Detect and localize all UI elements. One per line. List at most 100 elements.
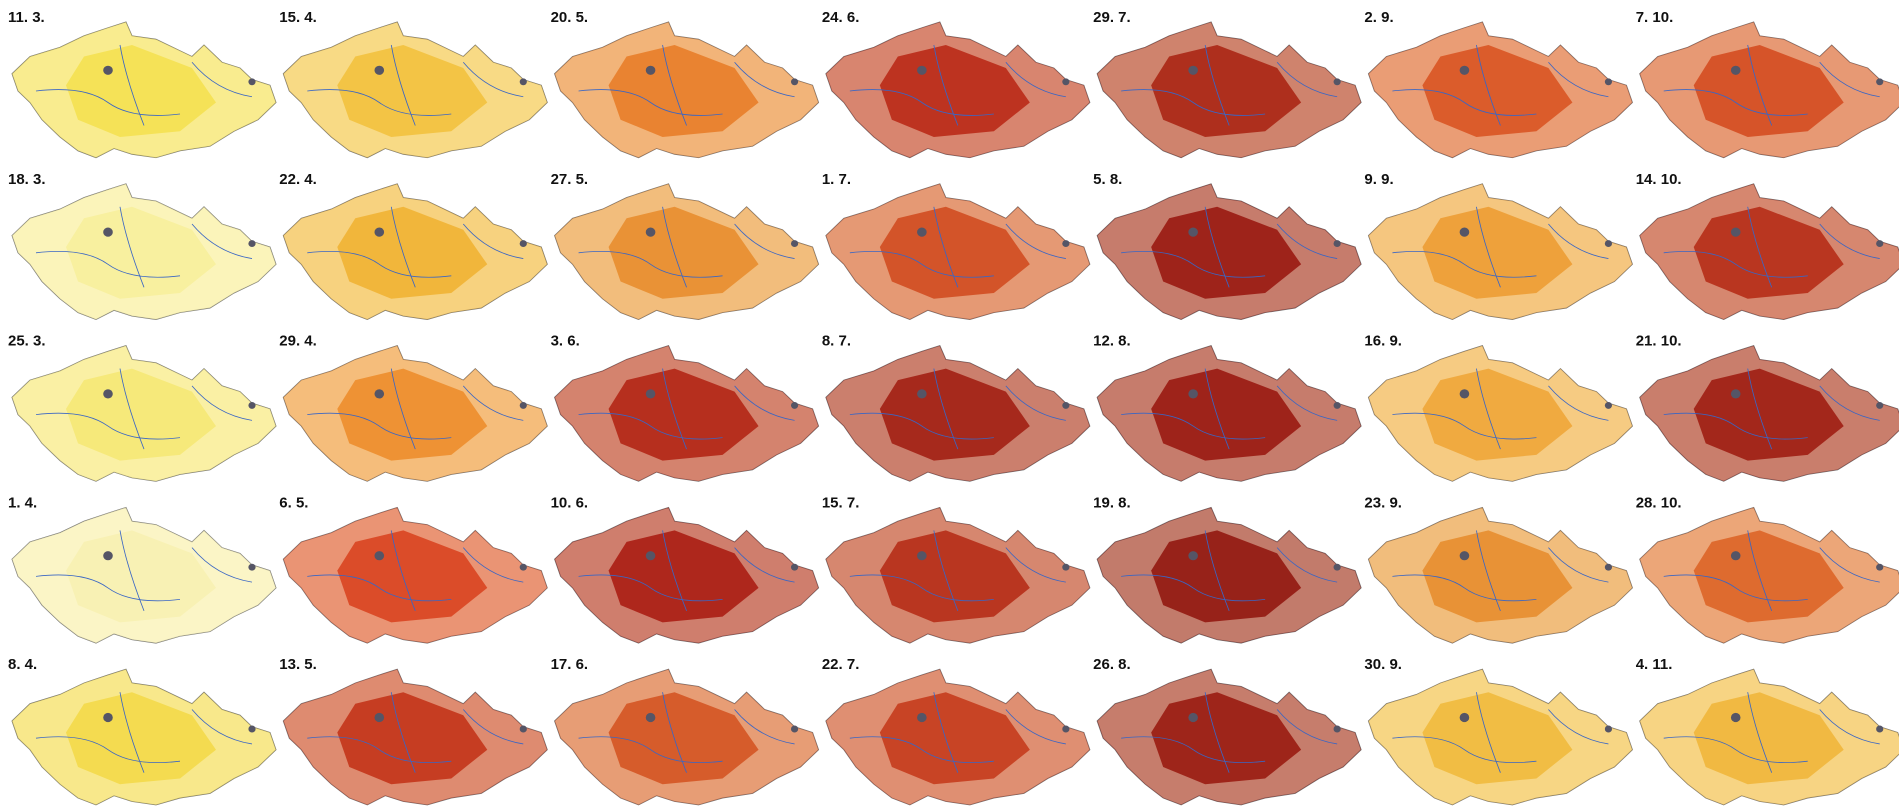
map-panel	[1096, 506, 1362, 644]
drought-area-outer	[12, 507, 276, 644]
city	[1333, 725, 1341, 733]
drought-area-outer	[283, 183, 548, 320]
city	[645, 551, 656, 561]
city	[1730, 712, 1741, 723]
city	[1604, 563, 1613, 571]
city	[103, 65, 113, 75]
drought-area-outer	[1368, 183, 1633, 320]
city	[645, 712, 656, 723]
drought-area-outer	[283, 669, 548, 805]
city	[1604, 401, 1613, 409]
drought-area-outer	[1097, 183, 1362, 320]
city	[790, 240, 799, 248]
map-panel	[282, 183, 548, 321]
panel-label: 28. 10.	[1636, 494, 1682, 511]
panel-label: 3. 6.	[551, 333, 580, 350]
rivers	[1392, 206, 1609, 288]
map-panel	[825, 668, 1091, 806]
city	[1062, 78, 1070, 86]
drought-area-outer	[283, 22, 548, 158]
rivers	[1121, 530, 1338, 612]
rivers	[35, 368, 253, 450]
drought-area-outer	[1639, 183, 1899, 320]
city	[248, 240, 256, 248]
map-panel	[1639, 345, 1899, 482]
rivers	[578, 692, 795, 773]
city	[519, 725, 527, 733]
panel-label: 8. 7.	[822, 333, 851, 350]
drought-area-outer	[12, 669, 276, 805]
city	[519, 563, 527, 571]
city	[103, 551, 113, 561]
drought-area-outer	[1639, 507, 1899, 644]
map-panel	[1096, 345, 1362, 482]
rivers	[1121, 206, 1338, 288]
city	[1876, 563, 1884, 571]
rivers	[35, 530, 253, 612]
rivers	[849, 530, 1066, 612]
city	[1188, 65, 1198, 75]
panel-label: 29. 4.	[279, 333, 317, 350]
city	[1604, 240, 1613, 248]
rivers	[849, 368, 1066, 450]
city	[1188, 551, 1198, 561]
map-panel	[282, 506, 548, 644]
rivers	[35, 44, 253, 126]
drought-area-outer	[1097, 345, 1362, 482]
panel-label: 14. 10.	[1636, 171, 1682, 188]
city	[374, 551, 385, 561]
city	[1333, 563, 1341, 571]
city	[1062, 401, 1070, 409]
panel-label: 30. 9.	[1364, 656, 1402, 673]
drought-area-outer	[825, 345, 1090, 482]
drought-area-outer	[1097, 669, 1362, 805]
rivers	[35, 206, 253, 288]
city	[790, 78, 799, 86]
city	[917, 551, 927, 561]
drought-area-outer	[1097, 22, 1362, 158]
drought-area-outer	[283, 507, 548, 644]
city	[519, 240, 527, 248]
rivers	[1392, 368, 1609, 450]
map-panel	[11, 506, 277, 644]
map-panel	[11, 21, 277, 159]
city	[1730, 227, 1741, 237]
drought-area-outer	[1097, 507, 1362, 644]
city	[1062, 240, 1070, 248]
panel-label: 19. 8.	[1093, 494, 1131, 511]
rivers	[1121, 692, 1338, 773]
map-panel	[1639, 183, 1899, 321]
city	[519, 401, 527, 409]
city	[917, 389, 927, 399]
drought-area-outer	[1368, 507, 1633, 644]
city	[1730, 65, 1741, 75]
city	[1876, 78, 1884, 86]
city	[645, 227, 656, 237]
rivers	[1121, 368, 1338, 450]
rivers	[1663, 44, 1880, 126]
city	[1459, 551, 1470, 561]
map-panel	[1639, 668, 1899, 806]
map-panel	[554, 345, 820, 482]
city	[1333, 240, 1341, 248]
panel-label: 23. 9.	[1364, 494, 1402, 511]
panel-label: 6. 5.	[279, 494, 308, 511]
city	[248, 78, 256, 86]
city	[645, 65, 656, 75]
panel-label: 16. 9.	[1364, 333, 1402, 350]
rivers	[1121, 44, 1338, 126]
drought-area-outer	[1368, 22, 1633, 158]
rivers	[307, 44, 524, 126]
rivers	[307, 530, 524, 612]
drought-area-outer	[825, 507, 1090, 644]
panel-label: 10. 6.	[551, 494, 589, 511]
drought-area-outer	[554, 183, 819, 320]
panel-label: 29. 7.	[1093, 9, 1131, 26]
city	[1459, 389, 1470, 399]
rivers	[1663, 692, 1880, 773]
drought-area-outer	[825, 669, 1090, 805]
drought-area-outer	[825, 22, 1090, 158]
city	[790, 401, 799, 409]
map-panel	[282, 668, 548, 806]
